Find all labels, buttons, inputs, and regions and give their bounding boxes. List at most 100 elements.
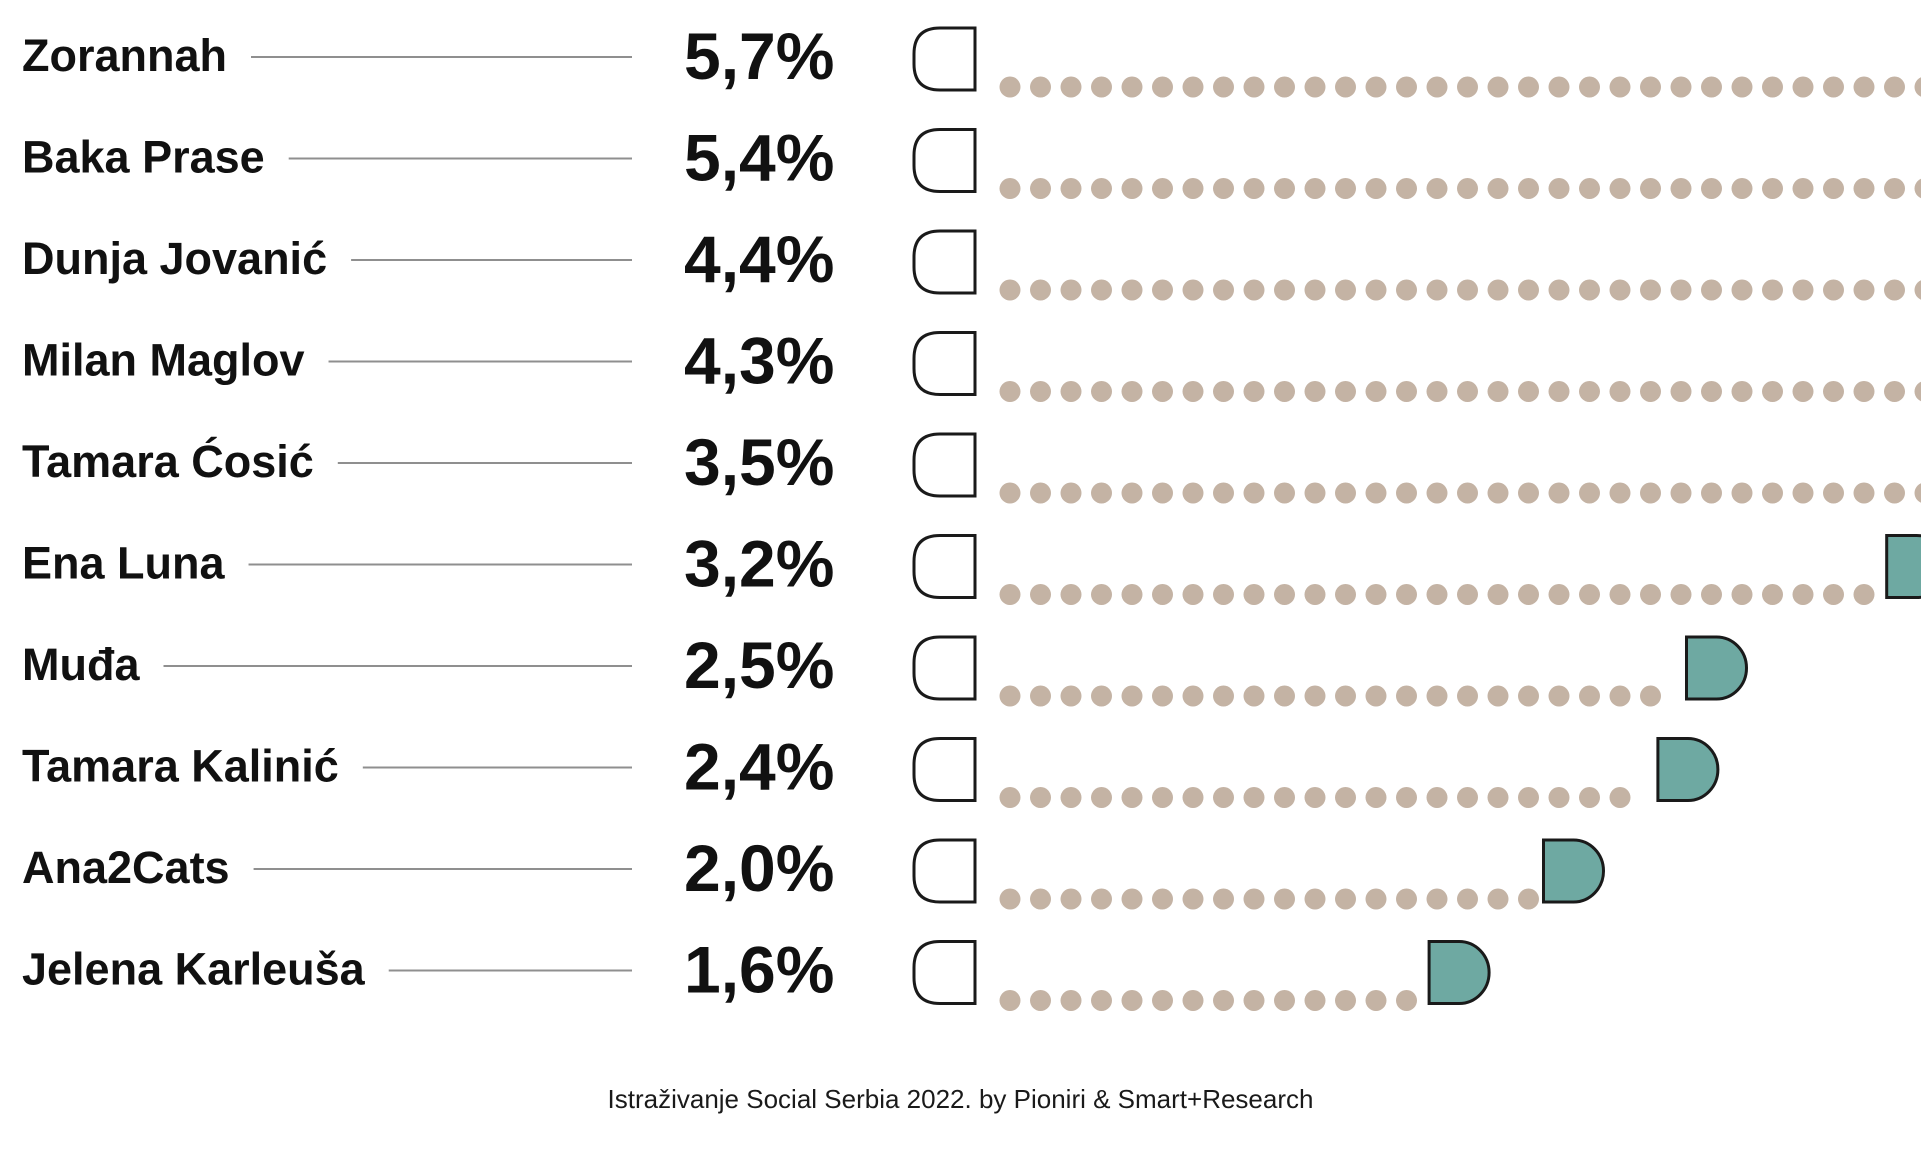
bar-dot xyxy=(1457,888,1478,910)
bar-dot xyxy=(1670,482,1692,504)
category-label: Tamara Ćosić xyxy=(22,436,314,487)
bar-dot xyxy=(1304,381,1326,402)
bar-dot xyxy=(1365,888,1387,910)
bar-dot xyxy=(1274,990,1295,1011)
bar-dot xyxy=(1152,279,1173,301)
bar-dot xyxy=(1518,381,1539,402)
bar-dot xyxy=(1518,76,1539,98)
bar-dot xyxy=(1548,178,1570,199)
bar-dot xyxy=(1304,76,1326,98)
bar-dot xyxy=(1396,584,1417,605)
bar-dot xyxy=(1304,787,1326,808)
bar-dot xyxy=(1426,888,1448,910)
bar-dot xyxy=(1274,381,1295,402)
bar-dot xyxy=(1579,381,1600,402)
bar-dot xyxy=(1792,584,1814,605)
bar-dot xyxy=(1548,584,1570,605)
bar-dot xyxy=(1365,482,1387,504)
bar-dot xyxy=(1396,76,1417,98)
bar-dot xyxy=(1884,76,1905,98)
bar-dot xyxy=(1914,280,1921,300)
bar-dot xyxy=(1304,482,1326,504)
bar-dot xyxy=(1030,584,1051,605)
bar-dot xyxy=(1579,76,1600,98)
bar-dot xyxy=(1884,178,1905,199)
bar-dot xyxy=(1365,381,1387,402)
bar-dot xyxy=(1670,584,1692,605)
bar-dot xyxy=(999,888,1021,910)
category-label: Ena Luna xyxy=(22,538,225,589)
value-label: 5,7% xyxy=(684,19,834,93)
bar-dot xyxy=(1030,787,1051,808)
bar-dot xyxy=(1030,76,1051,98)
bar-dot xyxy=(999,584,1021,605)
bar-start-cap xyxy=(912,737,977,802)
bar-dot xyxy=(1853,584,1875,605)
bar-dot xyxy=(1914,483,1921,503)
bar-dot xyxy=(1579,482,1600,504)
bar-dot xyxy=(1304,279,1326,301)
bar-dot xyxy=(1060,279,1082,301)
bar-dot xyxy=(1091,482,1112,504)
bar-dot xyxy=(1670,279,1692,301)
bar-dot xyxy=(1762,279,1783,301)
bar-start-cap xyxy=(912,940,977,1005)
bar-dot xyxy=(1274,888,1295,910)
bar-dot xyxy=(1274,279,1295,301)
bar-dot xyxy=(1213,482,1234,504)
category-label: Milan Maglov xyxy=(22,335,305,386)
bar-dot xyxy=(999,381,1021,402)
bar-start-cap xyxy=(912,838,977,904)
bar-dot xyxy=(1365,990,1387,1011)
bar-dot xyxy=(1060,685,1082,707)
category-label: Dunja Jovanić xyxy=(22,233,327,284)
bar-dot xyxy=(1487,381,1509,402)
chart-row: Milan Maglov 4,3% xyxy=(22,324,1921,402)
bar-end-cap xyxy=(1542,838,1605,904)
bar-dot xyxy=(1243,787,1265,808)
bar-dot xyxy=(1213,888,1234,910)
bar-dot xyxy=(1243,279,1265,301)
bar-dot xyxy=(1182,584,1204,605)
bar-dot xyxy=(1426,381,1448,402)
bar-dot xyxy=(1030,381,1051,402)
bar-dot xyxy=(1304,178,1326,199)
bar-dot xyxy=(1640,584,1661,605)
bar-dot xyxy=(1304,584,1326,605)
bar-end-cap xyxy=(1427,940,1491,1005)
bar-dot xyxy=(1091,990,1112,1011)
value-label: 2,4% xyxy=(684,730,834,804)
bar-dot xyxy=(1060,381,1082,402)
bar-dot xyxy=(1457,482,1478,504)
bar-dot xyxy=(1335,279,1356,301)
value-label: 1,6% xyxy=(684,933,834,1007)
bar-dot xyxy=(1396,279,1417,301)
bar-end-cap xyxy=(1885,534,1921,599)
bar-dot xyxy=(1457,178,1478,199)
bar-dot xyxy=(1243,990,1265,1011)
bar-dot xyxy=(1823,584,1844,605)
bar-dot xyxy=(999,279,1021,301)
bar-dot xyxy=(1823,279,1844,301)
bar-dot xyxy=(1121,76,1143,98)
bar-dot xyxy=(1853,482,1875,504)
bar-dot xyxy=(1548,279,1570,301)
bar-dot xyxy=(1030,990,1051,1011)
bar-dot xyxy=(1670,381,1692,402)
bar-dot xyxy=(1182,888,1204,910)
bar-dot xyxy=(1335,685,1356,707)
bar-dot xyxy=(999,990,1021,1011)
bar-end-cap xyxy=(1685,635,1748,701)
bar-dot xyxy=(1152,990,1173,1011)
bar-dot xyxy=(1548,76,1570,98)
value-label: 4,4% xyxy=(684,222,834,296)
bar-dot xyxy=(1274,76,1295,98)
bar-dot xyxy=(1213,584,1234,605)
bar-dot xyxy=(1548,381,1570,402)
bar-dot xyxy=(1609,381,1631,402)
bar-dot xyxy=(1182,787,1204,808)
bar-dot xyxy=(1823,381,1844,402)
bar-dot xyxy=(1426,482,1448,504)
bar-dot xyxy=(1884,279,1905,301)
bar-dot xyxy=(1030,279,1051,301)
